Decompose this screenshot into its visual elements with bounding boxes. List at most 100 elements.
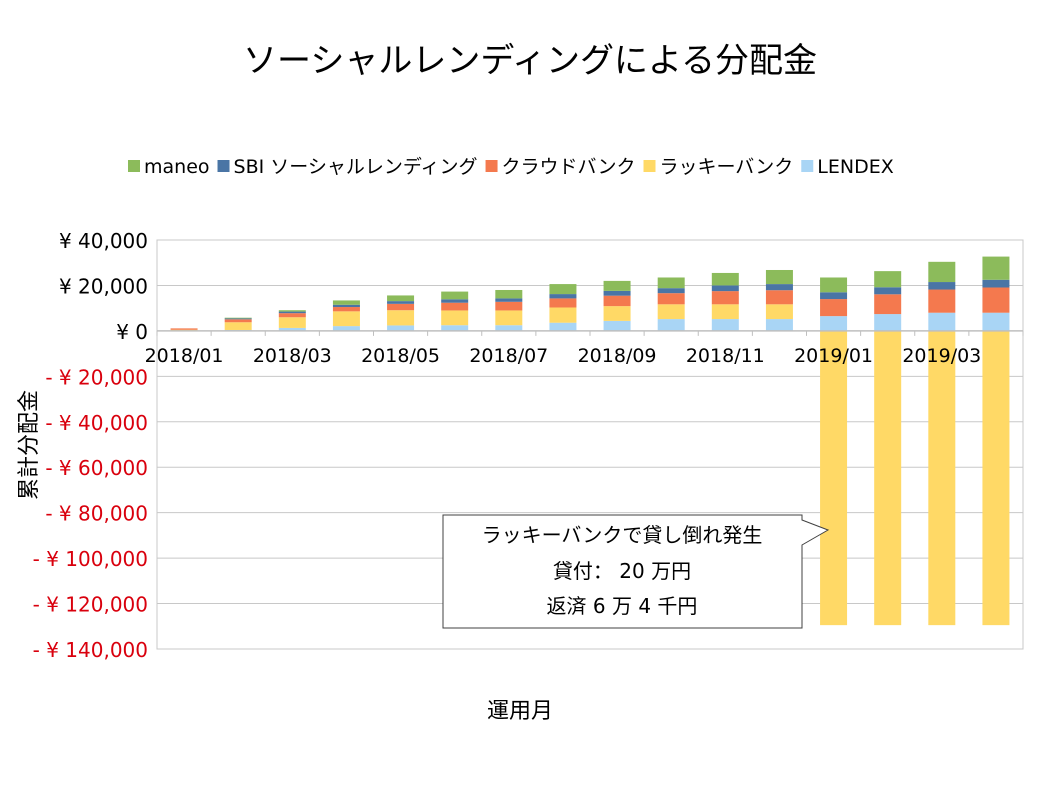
bar-segment-クラウドバンク [874,294,902,315]
bar-segment-LENDEX [441,325,469,331]
bar-segment-LENDEX [603,320,631,331]
x-tick-label: 2018/09 [578,345,657,367]
bar-segment-クラウドバンク [549,298,577,308]
bar-segment-クラウドバンク [332,307,360,312]
legend-swatch [128,160,140,172]
bar-segment-SBI-ソーシャルレンディング [765,284,793,291]
bar-segment-ラッキーバンク [820,330,848,626]
bar-segment-maneo [387,295,415,302]
legend-label: LENDEX [817,156,893,178]
bar-segment-maneo [711,272,739,286]
bar-segment-maneo [495,289,523,299]
bar-segment-クラウドバンク [170,328,198,330]
bar-segment-LENDEX [711,319,739,331]
bar-segment-クラウドバンク [928,289,956,313]
x-tick-label: 2018/07 [469,345,548,367]
y-axis-title: 累計分配金 [17,390,42,500]
x-tick-label: 2019/01 [794,345,873,367]
legend-label: クラウドバンク [502,156,636,178]
bar-segment-クラウドバンク [982,287,1010,313]
callout-box [442,514,830,629]
bar-segment-ラッキーバンク [278,317,306,328]
callout-line-3: 返済 6 万 4 千円 [547,594,698,618]
x-tick-label: 2019/03 [902,345,981,367]
bar-segment-SBI-ソーシャルレンディング [820,292,848,300]
annotation-callout: ラッキーバンクで貸し倒れ発生 貸付： 20 万円 返済 6 万 4 千円 [442,514,830,629]
y-tick-label: ¥ 20,000 [59,274,148,298]
legend-label: ラッキーバンク [660,156,794,178]
bar-segment-maneo [874,271,902,288]
bar-segment-ラッキーバンク [224,322,252,330]
bar-segment-ラッキーバンク [387,310,415,326]
bar-segment-ラッキーバンク [928,330,956,626]
bar-segment-ラッキーバンク [765,304,793,320]
bar-segment-ラッキーバンク [332,311,360,327]
bar-segment-クラウドバンク [603,295,631,307]
bar-segment-SBI-ソーシャルレンディング [603,290,631,296]
bar-segment-SBI-ソーシャルレンディング [549,294,577,299]
bar-segment-maneo [982,256,1010,280]
legend-swatch [217,160,230,172]
x-tick-label: 2018/11 [686,345,765,367]
bar-segment-SBI-ソーシャルレンディング [711,285,739,292]
plot-area-border [156,239,1024,650]
bar-segment-SBI-ソーシャルレンディング [657,288,685,294]
bar-segment-LENDEX [332,326,360,331]
callout-line-2: 貸付： 20 万円 [553,559,691,583]
bar-segment-LENDEX [928,312,956,331]
bar-segment-ラッキーバンク [441,310,469,326]
bar-segment-クラウドバンク [224,319,252,323]
bar-segment-maneo [278,310,306,312]
x-axis [156,330,1024,336]
x-axis-labels: 2018/01 2018/03 2018/05 2018/07 2018/09 2018/… [145,345,982,367]
legend: maneo SBI ソーシャルレンディング クラウドバンク ラッキーバンク LENDEX [128,156,894,178]
bar-segment-クラウドバンク [495,301,523,311]
chart-title: ソーシャルレンディングによる分配金 [243,41,817,81]
bar-segment-LENDEX [278,327,306,331]
y-tick-label: - ¥ 100,000 [33,547,148,571]
bar-segment-SBI-ソーシャルレンディング [982,279,1010,288]
y-tick-label: - ¥ 120,000 [33,593,148,617]
bar-segment-ラッキーバンク [982,330,1010,626]
legend-swatch [485,160,498,172]
bar-segment-SBI-ソーシャルレンディング [441,299,469,303]
bar-segment-クラウドバンク [441,302,469,311]
bar-segment-SBI-ソーシャルレンディング [495,298,523,302]
y-tick-label: - ¥ 60,000 [45,456,148,480]
y-axis-labels: ¥ 40,000 ¥ 20,000 ¥ 0 - ¥ 20,000 - ¥ 40,000 -… [33,229,148,662]
x-tick-label: 2018/03 [253,345,332,367]
bar-segment-maneo [765,269,793,285]
bar-segment-クラウドバンク [765,290,793,305]
bar-segment-ラッキーバンク [495,310,523,326]
bar-segment-ラッキーバンク [711,304,739,320]
bar-segment-クラウドバンク [657,293,685,305]
bar-segment-maneo [549,284,577,295]
bar-segment-SBI-ソーシャルレンディング [332,304,360,308]
legend-swatch [643,160,656,172]
bar-segment-クラウドバンク [387,303,415,311]
bar-segment-クラウドバンク [278,313,306,318]
legend-label: SBI ソーシャルレンディング [234,156,478,178]
bar-segment-LENDEX [765,319,793,331]
y-tick-label: - ¥ 20,000 [45,365,148,389]
bar-segment-LENDEX [874,314,902,331]
bar-segment-クラウドバンク [820,299,848,317]
bar-segment-maneo [928,261,956,283]
bar-segment-maneo [441,291,469,300]
x-axis-title: 運用月 [487,699,553,724]
bar-segment-maneo [820,277,848,293]
bar-segment-ラッキーバンク [549,307,577,323]
bar-segment-SBI-ソーシャルレンディング [874,287,902,295]
bar-segment-LENDEX [495,325,523,331]
y-tick-label: - ¥ 80,000 [45,502,148,526]
callout-line-1: ラッキーバンクで貸し倒れ発生 [482,523,763,547]
bar-segment-LENDEX [820,316,848,331]
bar-segment-SBI-ソーシャルレンディング [224,318,252,320]
legend-swatch [801,160,814,172]
y-tick-label: - ¥ 140,000 [33,638,148,662]
bar-segment-LENDEX [387,325,415,331]
bar-segment-maneo [224,317,252,319]
bar-segment-クラウドバンク [711,291,739,305]
x-tick-label: 2018/05 [361,345,440,367]
